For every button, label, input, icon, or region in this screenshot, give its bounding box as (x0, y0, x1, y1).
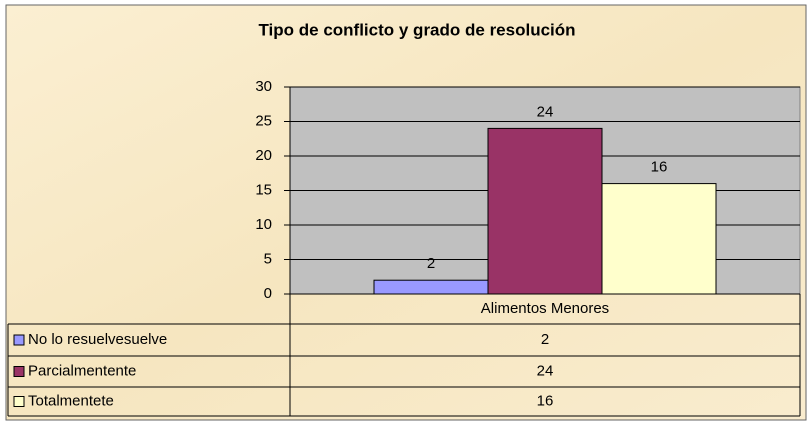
legend-key (13, 396, 25, 407)
legend-key (13, 334, 25, 346)
legend-label: No lo resuelvesuelve (28, 331, 167, 348)
chart-title: Tipo de conflicto y grado de resolución (258, 20, 575, 39)
y-tick-label: 15 (255, 181, 272, 198)
legend-key (13, 366, 25, 377)
y-tick-label: 5 (264, 250, 272, 267)
y-tick-label: 10 (255, 216, 272, 233)
table-value: 24 (537, 362, 554, 379)
legend-label: Totalmentete (28, 392, 114, 409)
legend-label: Parcialmentente (28, 362, 136, 379)
table-value: 16 (537, 392, 554, 409)
y-tick-label: 25 (255, 112, 272, 129)
y-tick-label: 30 (255, 78, 272, 95)
y-tick-label: 20 (255, 147, 272, 164)
data-label: 2 (427, 255, 435, 272)
bar (487, 127, 603, 295)
data-label: 24 (537, 103, 554, 120)
x-tick-label: Alimentos Menores (481, 300, 609, 317)
y-tick-label: 0 (264, 285, 272, 302)
data-label: 16 (651, 159, 668, 176)
table-value: 2 (541, 331, 549, 348)
bar (373, 279, 489, 295)
bar (601, 183, 717, 295)
